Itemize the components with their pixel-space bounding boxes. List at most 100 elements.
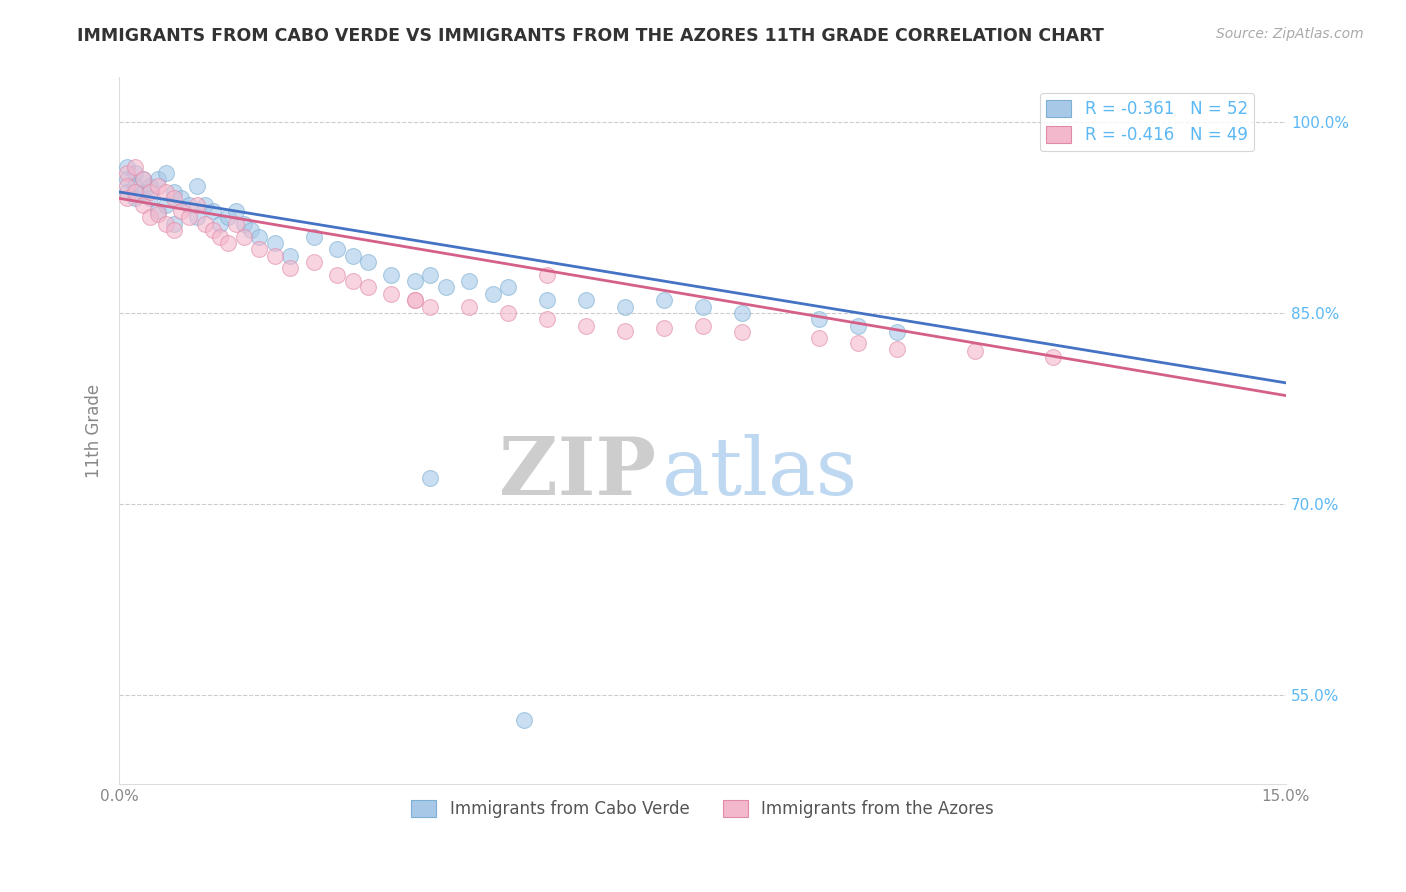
Point <box>963 344 986 359</box>
Point <box>163 223 186 237</box>
Point <box>131 185 153 199</box>
Point <box>131 197 153 211</box>
Point <box>115 160 138 174</box>
Point <box>419 300 441 314</box>
Point <box>419 471 441 485</box>
Point <box>139 178 162 193</box>
Point <box>808 331 831 345</box>
Point <box>124 178 146 193</box>
Point <box>124 191 146 205</box>
Point <box>652 321 675 335</box>
Y-axis label: 11th Grade: 11th Grade <box>86 384 103 477</box>
Text: ZIP: ZIP <box>499 434 657 512</box>
Legend: Immigrants from Cabo Verde, Immigrants from the Azores: Immigrants from Cabo Verde, Immigrants f… <box>405 793 1001 825</box>
Point <box>194 217 217 231</box>
Point <box>155 185 177 199</box>
Point <box>613 300 636 314</box>
Point <box>179 211 201 225</box>
Point <box>326 242 349 256</box>
Point <box>357 255 380 269</box>
Text: Source: ZipAtlas.com: Source: ZipAtlas.com <box>1216 27 1364 41</box>
Point <box>146 172 169 186</box>
Point <box>357 280 380 294</box>
Point <box>302 255 325 269</box>
Point <box>302 229 325 244</box>
Point <box>131 172 153 186</box>
Point <box>280 261 302 276</box>
Point <box>209 229 232 244</box>
Point <box>170 204 193 219</box>
Point <box>115 191 138 205</box>
Point <box>139 185 162 199</box>
Point <box>139 191 162 205</box>
Point <box>536 268 558 282</box>
Point <box>458 300 481 314</box>
Point <box>481 286 503 301</box>
Point <box>163 185 186 199</box>
Point <box>115 172 138 186</box>
Point <box>163 217 186 231</box>
Point <box>232 229 254 244</box>
Point <box>186 211 208 225</box>
Point <box>613 324 636 338</box>
Point <box>458 274 481 288</box>
Point <box>155 217 177 231</box>
Point <box>326 268 349 282</box>
Point <box>263 235 285 250</box>
Point <box>886 325 908 339</box>
Point <box>404 293 426 307</box>
Point <box>536 312 558 326</box>
Point <box>146 204 169 219</box>
Point <box>342 249 364 263</box>
Point <box>1042 351 1064 365</box>
Point <box>263 249 285 263</box>
Point <box>846 318 869 333</box>
Point <box>115 166 138 180</box>
Point <box>201 204 224 219</box>
Point <box>131 172 153 186</box>
Point <box>886 342 908 356</box>
Point <box>186 197 208 211</box>
Point <box>404 293 426 307</box>
Point <box>575 318 598 333</box>
Point <box>280 249 302 263</box>
Point <box>512 713 534 727</box>
Text: atlas: atlas <box>662 434 856 512</box>
Point <box>496 280 519 294</box>
Point <box>225 217 247 231</box>
Point <box>419 268 441 282</box>
Point <box>808 312 831 326</box>
Point <box>846 336 869 351</box>
Point <box>247 242 270 256</box>
Point <box>139 211 162 225</box>
Point <box>155 166 177 180</box>
Point <box>124 160 146 174</box>
Point <box>163 191 186 205</box>
Point <box>115 185 138 199</box>
Point <box>232 217 254 231</box>
Point <box>575 293 598 307</box>
Point <box>217 235 239 250</box>
Point <box>240 223 263 237</box>
Point <box>209 217 232 231</box>
Point <box>536 293 558 307</box>
Point <box>170 191 193 205</box>
Point <box>201 223 224 237</box>
Point <box>496 306 519 320</box>
Text: IMMIGRANTS FROM CABO VERDE VS IMMIGRANTS FROM THE AZORES 11TH GRADE CORRELATION : IMMIGRANTS FROM CABO VERDE VS IMMIGRANTS… <box>77 27 1104 45</box>
Point <box>404 274 426 288</box>
Point <box>692 300 714 314</box>
Point <box>342 274 364 288</box>
Point <box>146 206 169 220</box>
Point <box>179 197 201 211</box>
Point <box>380 268 402 282</box>
Point <box>217 211 239 225</box>
Point <box>155 197 177 211</box>
Point <box>124 166 146 180</box>
Point <box>124 185 146 199</box>
Point <box>225 204 247 219</box>
Point <box>730 325 752 339</box>
Point <box>652 293 675 307</box>
Point <box>380 286 402 301</box>
Point <box>146 178 169 193</box>
